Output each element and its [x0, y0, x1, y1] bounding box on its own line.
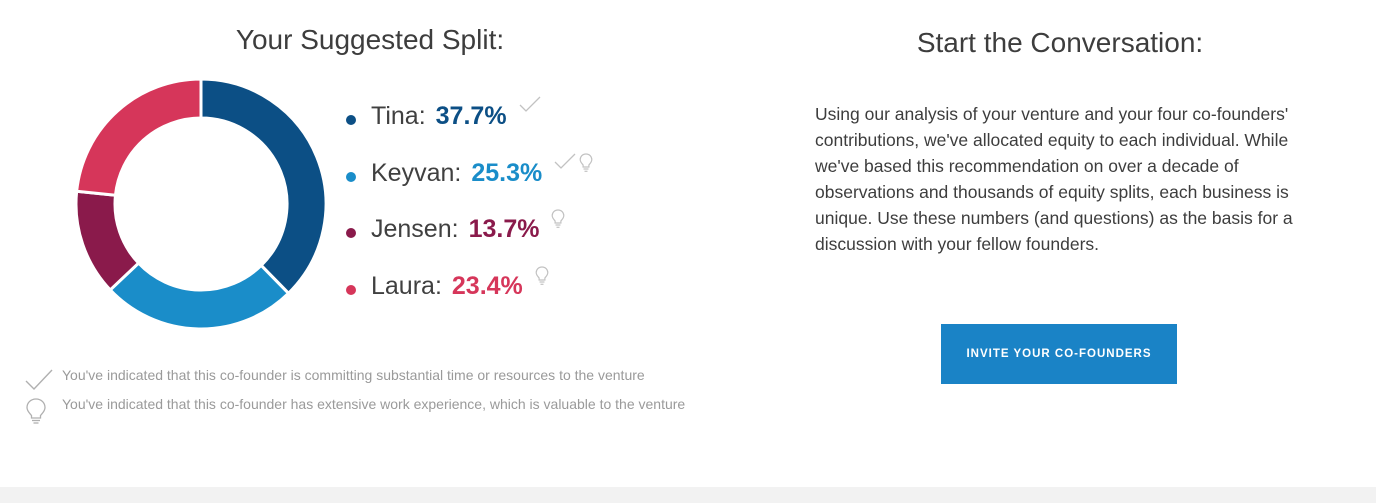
- icon-key: You've indicated that this co-founder is…: [24, 366, 714, 424]
- legend-dot: [346, 284, 356, 295]
- conversation-body: Using our analysis of your venture and y…: [815, 104, 1293, 254]
- founder-percent: 37.7%: [435, 102, 507, 130]
- conversation-title: Start the Conversation:: [916, 27, 1204, 58]
- founder-name: Jensen: 13.7%: [371, 209, 568, 244]
- experience-note-text: You've indicated that this co-founder ha…: [62, 396, 686, 412]
- footer-band: [0, 487, 1376, 503]
- founder-attribute-icons: [519, 96, 544, 125]
- lightbulb-icon: [535, 265, 552, 294]
- lightbulb-icon: [579, 152, 596, 181]
- founder-attribute-icons: [554, 152, 596, 182]
- legend-dot: [346, 115, 356, 125]
- donut-slice-tina: [199, 77, 328, 296]
- founder-name-text: Jensen:: [371, 215, 459, 243]
- founder-name-text: Keyvan:: [371, 158, 462, 187]
- founder-percent: 13.7%: [468, 215, 540, 243]
- check-icon: [554, 153, 579, 181]
- check-icon: [24, 368, 54, 397]
- founder-name-text: Tina:: [371, 102, 426, 130]
- founder-percent: 25.3%: [471, 158, 543, 187]
- founder-name: Tina: 37.7%: [371, 96, 544, 131]
- check-icon: [519, 96, 544, 124]
- founder-attribute-icons: [535, 265, 552, 295]
- founder-name-text: Laura:: [371, 271, 442, 300]
- donut-slice-laura: [75, 77, 203, 197]
- lightbulb-icon: [24, 397, 48, 430]
- split-donut-chart: [74, 77, 328, 331]
- commitment-note-text: You've indicated that this co-founder is…: [62, 367, 645, 383]
- legend-dot: [346, 228, 356, 238]
- founder-name: Keyvan: 25.3%: [371, 152, 596, 188]
- donut-slice-keyvan: [108, 260, 291, 331]
- founder-percent: 23.4%: [451, 271, 523, 300]
- founder-attribute-icons: [551, 209, 568, 238]
- split-title: Your Suggested Split:: [235, 24, 505, 55]
- commitment-note: You've indicated that this co-founder is…: [24, 366, 714, 391]
- invite-cofounders-button[interactable]: INVITE YOUR CO-FOUNDERS: [941, 324, 1177, 384]
- lightbulb-icon: [551, 209, 568, 237]
- legend-dot: [346, 171, 356, 182]
- experience-note: You've indicated that this co-founder ha…: [24, 395, 714, 424]
- founder-name: Laura: 23.4%: [371, 265, 552, 301]
